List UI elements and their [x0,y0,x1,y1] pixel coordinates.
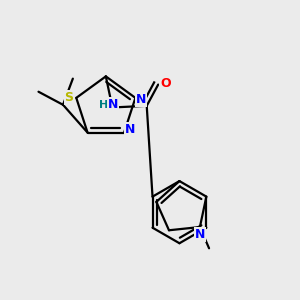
Text: N: N [195,228,205,241]
Text: N: N [125,124,135,136]
Text: N: N [136,93,146,106]
Text: H: H [99,100,108,110]
Text: S: S [64,92,74,104]
Text: O: O [160,77,171,90]
Text: N: N [108,98,118,111]
